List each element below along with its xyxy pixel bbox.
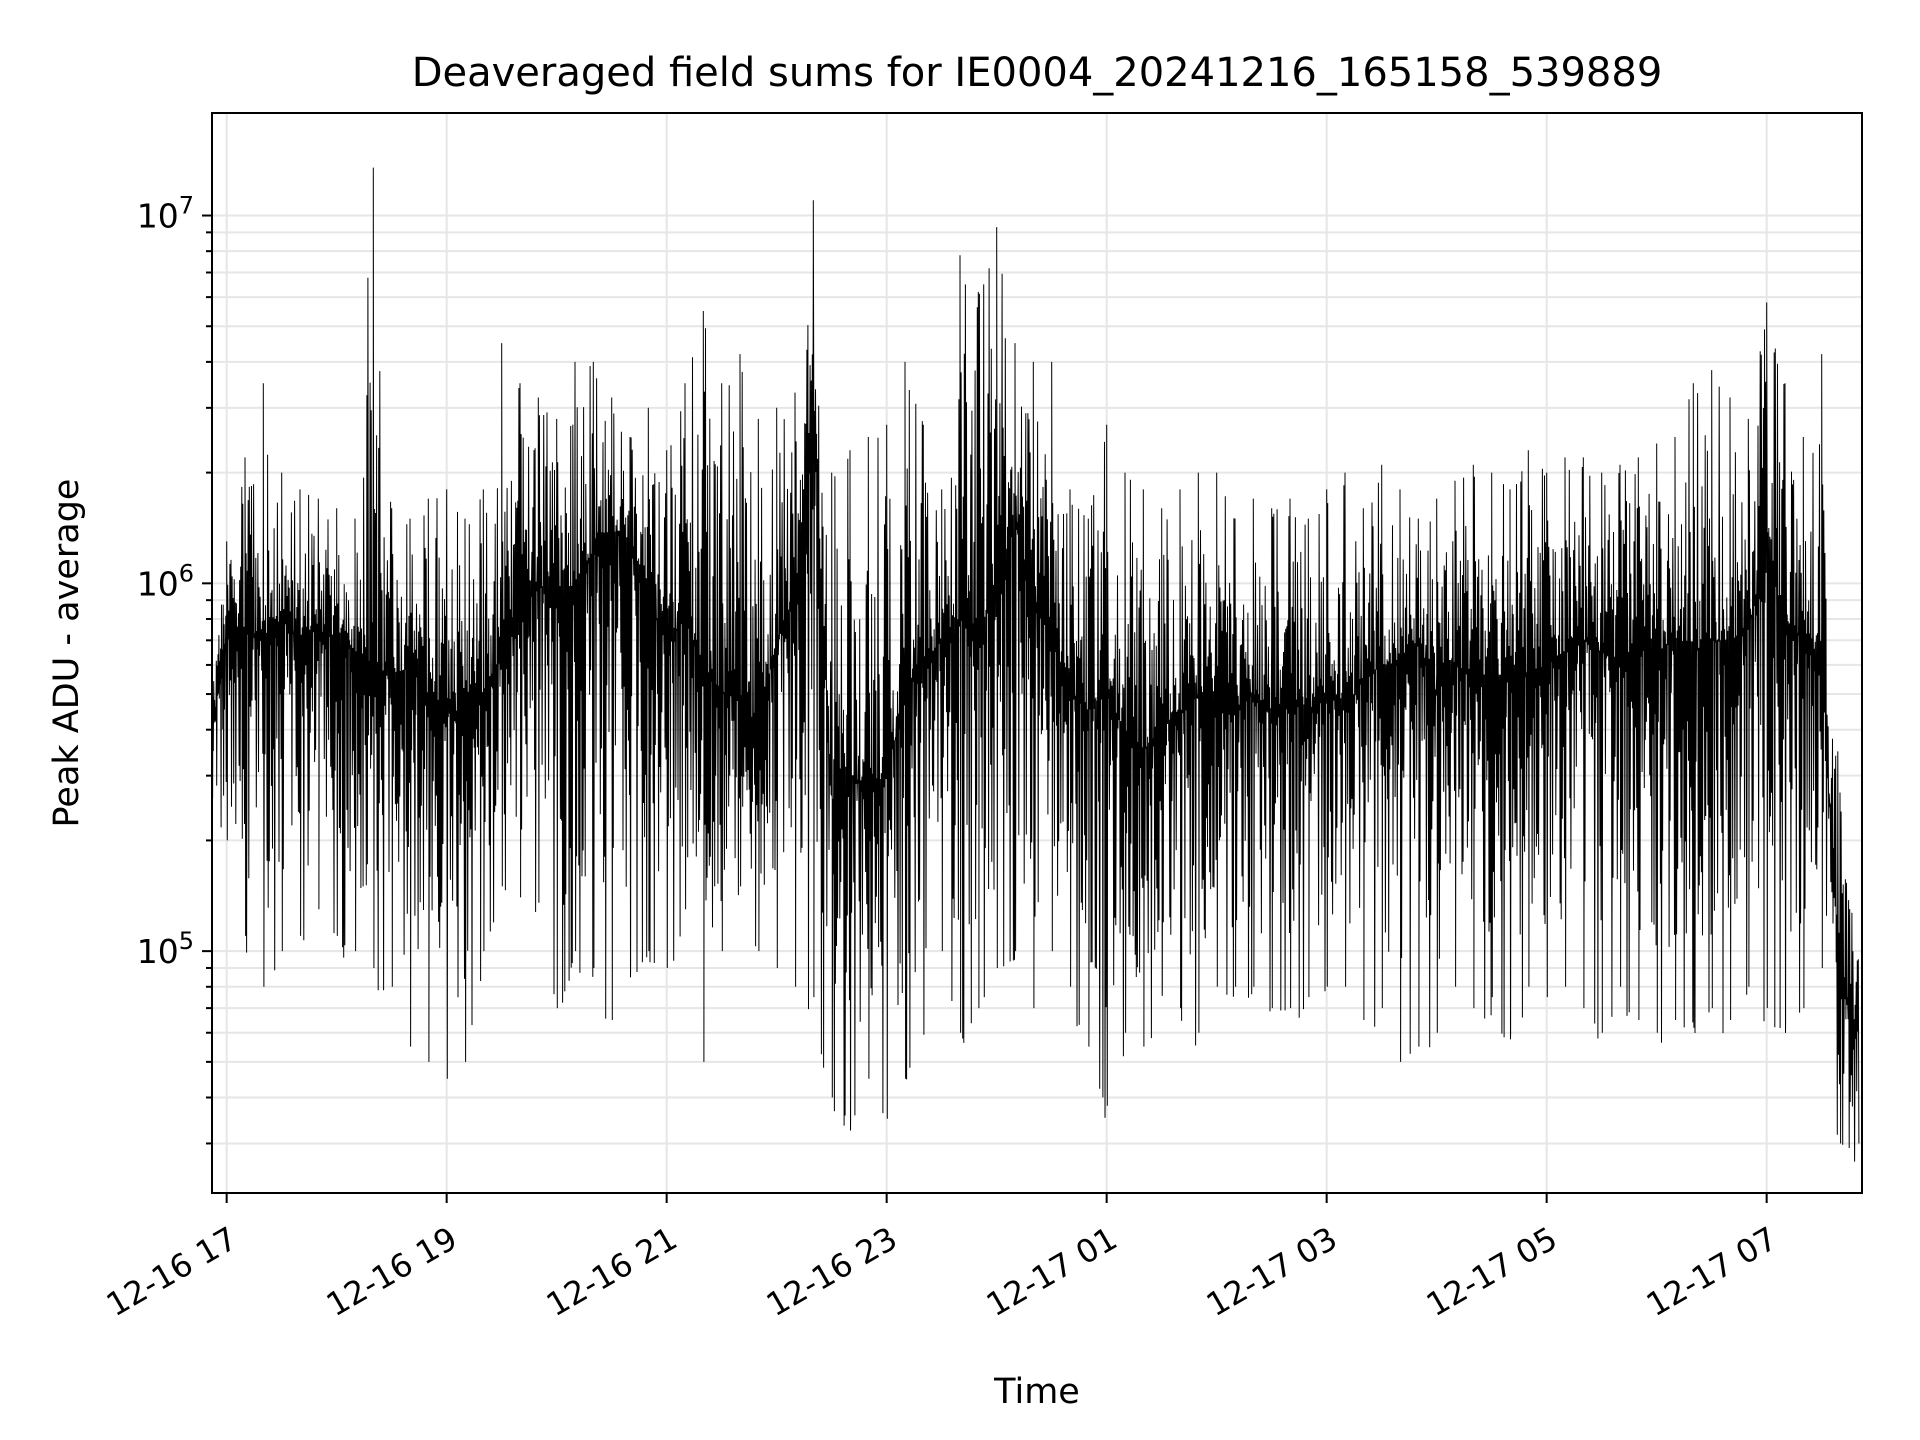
- y-tick-base: 10: [137, 564, 179, 603]
- y-tick-exponent: 7: [179, 192, 194, 220]
- y-tick-exponent: 6: [179, 559, 194, 587]
- y-tick-base: 10: [137, 932, 179, 971]
- y-tick-exponent: 5: [179, 927, 194, 955]
- axes-frame: [211, 112, 1863, 1194]
- y-tick-label: 105: [137, 927, 194, 971]
- series-line: [212, 167, 1860, 1162]
- x-axis-label: Time: [993, 1372, 1080, 1412]
- y-tick-base: 10: [137, 197, 179, 236]
- chart-title: Deaveraged field sums for IE0004_2024121…: [412, 50, 1663, 96]
- y-tick-label: 106: [137, 559, 194, 603]
- plot-area: [212, 167, 1860, 1162]
- y-tick-label: 107: [137, 192, 194, 236]
- y-axis-label: Peak ADU - average: [47, 479, 87, 828]
